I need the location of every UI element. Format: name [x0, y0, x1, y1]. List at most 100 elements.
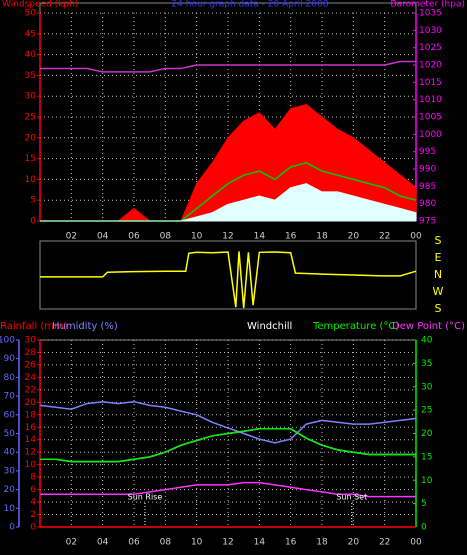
y-tick-label: 26 [25, 360, 37, 370]
y-tick-label: S [435, 302, 442, 315]
y2-tick-label: 20 [421, 429, 433, 439]
x-tick-label: 12 [222, 232, 233, 242]
x-tick-label: 04 [97, 538, 109, 548]
annotation: Sun Set [336, 493, 367, 502]
y2-tick-label: 1035 [419, 9, 442, 19]
y3-tick-label: 100 [0, 336, 15, 346]
y-tick-label: 40 [25, 50, 37, 60]
x-tick-label: 02 [66, 538, 77, 548]
y-tick-label: 14 [25, 435, 37, 445]
series-line [40, 251, 417, 309]
x-tick-label: 18 [316, 232, 328, 242]
x-tick-label: 22 [379, 538, 390, 548]
x-tick-label: 08 [160, 538, 172, 548]
y2-tick-label: 1015 [419, 78, 442, 88]
y-tick-label: 25 [25, 113, 36, 123]
y2-tick-label: 1025 [419, 43, 442, 53]
y-tick-label: W [433, 285, 444, 298]
y3-tick-label: 70 [4, 392, 16, 402]
y-axis-title: Windspeed (kph) [2, 0, 78, 10]
legend-entry: Dew Point (°C) [392, 321, 465, 332]
legend-entry: Windchill [247, 321, 292, 332]
y2-tick-label: 15 [421, 452, 432, 462]
y2-tick-label: 1030 [419, 26, 442, 36]
y-tick-label: 5 [30, 196, 36, 206]
y2-tick-label: 980 [419, 199, 436, 209]
y-tick-label: 35 [25, 71, 36, 81]
y2-tick-label: 1005 [419, 113, 442, 123]
series-area [40, 183, 417, 222]
chart-title: 24 hour graph data - 20 April 2008 [172, 0, 329, 10]
y-tick-label: 28 [25, 348, 37, 358]
y2-axis-title: Barometer (hpa) [390, 0, 465, 10]
y-tick-label: 2 [30, 510, 36, 520]
x-tick-label: 08 [160, 232, 172, 242]
x-tick-label: 06 [128, 538, 140, 548]
x-tick-label: 20 [348, 538, 360, 548]
y-tick-label: 6 [30, 485, 36, 495]
x-tick-label: 14 [254, 538, 266, 548]
x-tick-label: 00 [410, 538, 422, 548]
series-line [39, 400, 417, 444]
y2-tick-label: 10 [421, 476, 433, 486]
y-tick-label: 45 [25, 29, 36, 39]
y-tick-label: N [434, 268, 442, 281]
x-tick-label: 14 [254, 232, 266, 242]
legend-entry: Temperature (°C) [312, 321, 399, 332]
y3-tick-label: 90 [4, 354, 16, 364]
y2-tick-label: 0 [421, 523, 427, 533]
series-line [40, 60, 416, 73]
series-line [40, 428, 416, 463]
y-tick-label: 24 [25, 373, 37, 383]
y-tick-label: E [435, 251, 442, 264]
y-tick-label: 22 [25, 385, 36, 395]
plot-frame [39, 240, 417, 310]
y-tick-label: 0 [30, 217, 36, 227]
y2-tick-label: 5 [421, 499, 427, 509]
y-tick-label: 50 [25, 9, 37, 19]
y2-tick-label: 990 [419, 165, 436, 175]
y3-tick-label: 80 [4, 373, 16, 383]
y2-tick-label: 40 [421, 336, 433, 346]
y2-tick-label: 1010 [419, 95, 442, 105]
y-tick-label: 8 [30, 473, 36, 483]
x-tick-label: 10 [191, 232, 203, 242]
y3-tick-label: 40 [4, 448, 16, 458]
y2-tick-label: 1000 [419, 130, 442, 140]
y-tick-label: 20 [25, 133, 37, 143]
y3-tick-label: 0 [9, 523, 15, 533]
series-line [40, 481, 416, 498]
x-tick-label: 10 [191, 538, 203, 548]
x-tick-label: 02 [66, 232, 77, 242]
y-tick-label: 4 [30, 498, 36, 508]
annotation: Sun Rise [128, 493, 163, 502]
y-tick-label: 10 [25, 175, 37, 185]
y3-tick-label: 20 [4, 485, 16, 495]
y-tick-label: 0 [30, 523, 36, 533]
y3-tick-label: 10 [4, 504, 16, 514]
y-tick-label: S [435, 234, 442, 247]
x-tick-label: 16 [285, 232, 297, 242]
legend-entry: Rainfall (mm) [0, 321, 68, 332]
x-tick-label: 18 [316, 538, 328, 548]
y-tick-label: 20 [25, 398, 37, 408]
x-tick-label: 00 [410, 232, 422, 242]
y2-tick-label: 35 [421, 359, 432, 369]
y2-tick-label: 995 [419, 147, 436, 157]
y2-tick-label: 1020 [419, 61, 442, 71]
y-tick-label: 15 [25, 154, 36, 164]
y-tick-label: 18 [25, 410, 37, 420]
y2-tick-label: 975 [419, 217, 436, 227]
x-tick-label: 12 [222, 538, 233, 548]
y3-tick-label: 30 [4, 466, 16, 476]
y3-tick-label: 60 [4, 410, 16, 420]
y3-tick-label: 50 [4, 429, 16, 439]
x-tick-label: 04 [97, 232, 109, 242]
y-tick-label: 30 [25, 92, 37, 102]
y2-tick-label: 25 [421, 406, 432, 416]
y-tick-label: 30 [25, 336, 37, 346]
y-tick-label: 10 [25, 460, 37, 470]
x-tick-label: 06 [128, 232, 140, 242]
